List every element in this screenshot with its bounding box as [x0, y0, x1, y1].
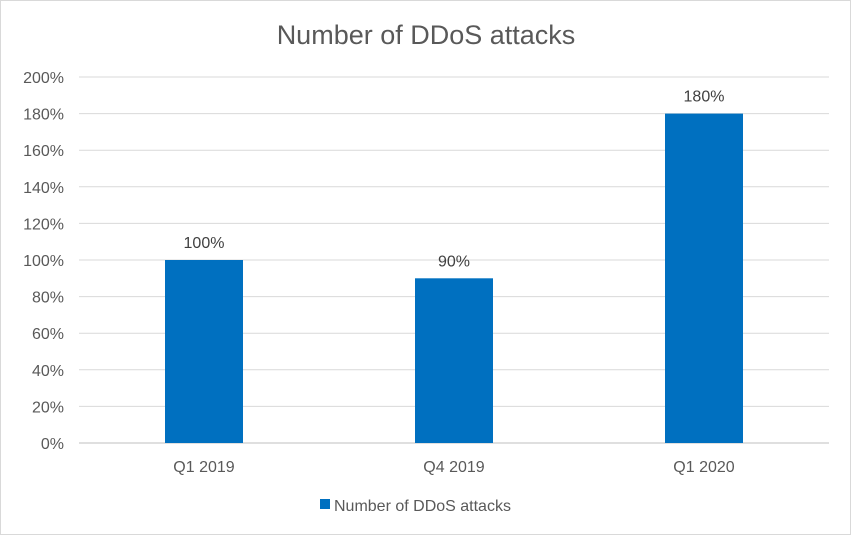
legend: Number of DDoS attacks	[320, 498, 511, 515]
bar	[415, 278, 493, 443]
data-label: 100%	[184, 235, 225, 252]
y-tick-label: 140%	[23, 180, 64, 197]
data-label: 90%	[438, 253, 470, 270]
y-tick-label: 120%	[23, 216, 64, 233]
data-labels: 100% 90% 180%	[184, 89, 725, 271]
y-tick-label: 180%	[23, 107, 64, 124]
x-tick-label: Q1 2020	[673, 459, 734, 476]
y-tick-label: 200%	[23, 70, 64, 87]
y-tick-label: 60%	[32, 326, 64, 343]
y-tick-label: 40%	[32, 363, 64, 380]
y-tick-label: 100%	[23, 253, 64, 270]
x-tick-label: Q4 2019	[423, 459, 484, 476]
x-tick-label: Q1 2019	[173, 459, 234, 476]
y-tick-label: 80%	[32, 290, 64, 307]
data-label: 180%	[684, 89, 725, 106]
bar	[165, 260, 243, 443]
legend-label: Number of DDoS attacks	[334, 498, 511, 515]
y-tick-label: 0%	[41, 436, 64, 453]
bars	[165, 113, 743, 443]
bar	[665, 113, 743, 443]
x-axis-ticks: Q1 2019 Q4 2019 Q1 2020	[173, 459, 734, 476]
legend-swatch	[320, 499, 330, 509]
chart-title: Number of DDoS attacks	[277, 20, 576, 50]
y-tick-label: 20%	[32, 399, 64, 416]
y-axis-ticks: 0% 20% 40% 60% 80% 100% 120% 140% 160% 180% 200%	[23, 70, 64, 453]
y-tick-label: 160%	[23, 143, 64, 160]
